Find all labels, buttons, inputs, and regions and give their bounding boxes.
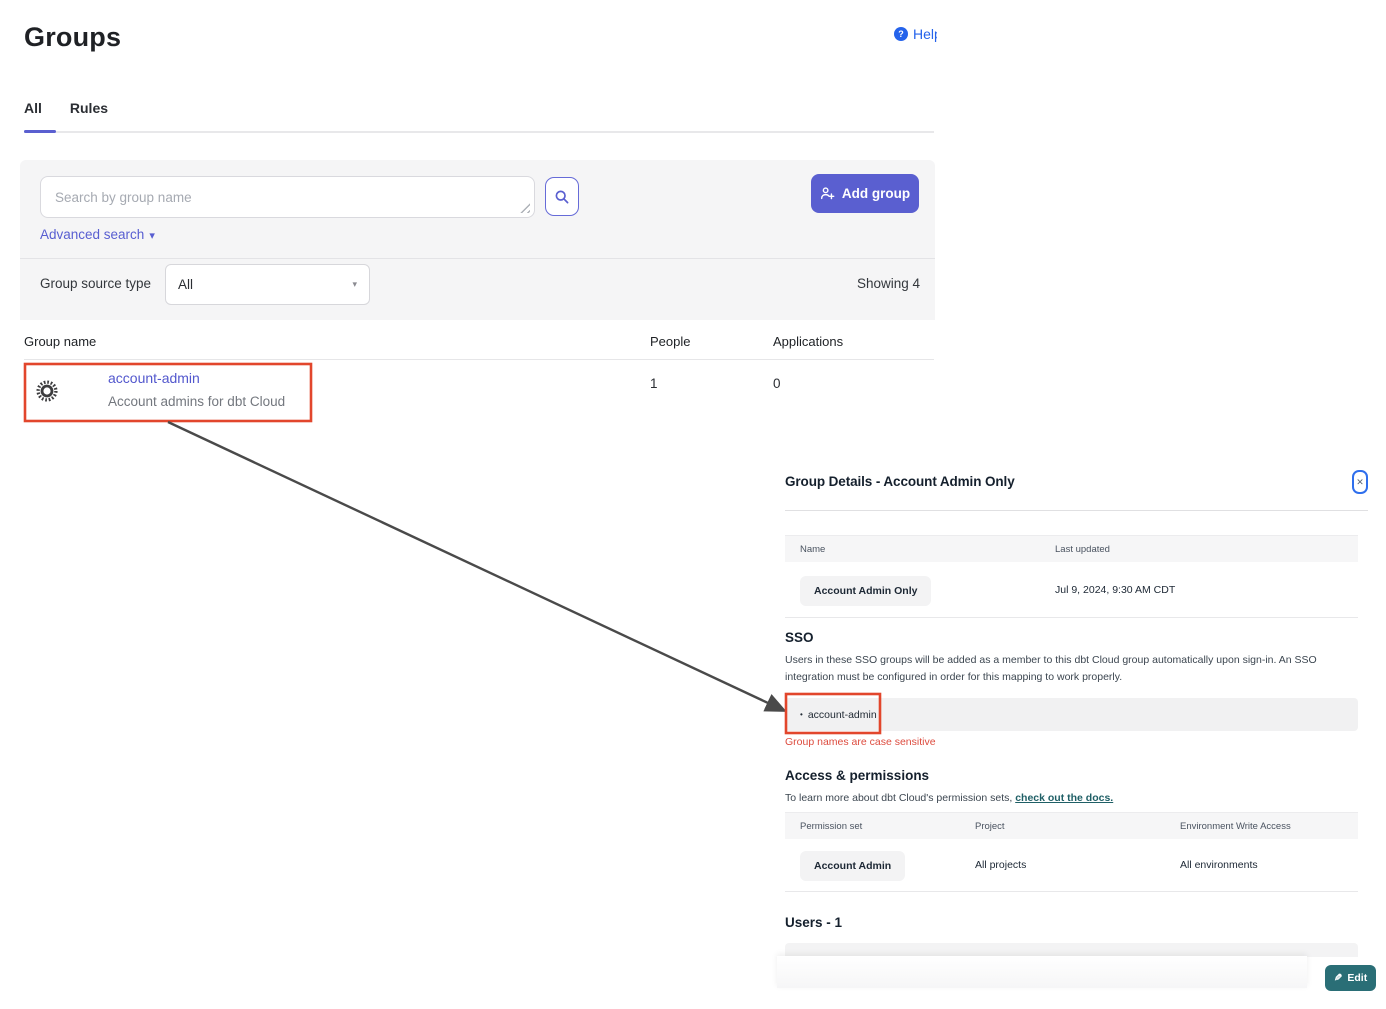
last-updated-column-header: Last updated: [1055, 543, 1110, 555]
tab-track: [24, 131, 934, 133]
permissions-table: Permission set Project Environment Write…: [785, 812, 1358, 892]
details-footer-bar: [777, 956, 1307, 988]
table-header-divider: [24, 359, 934, 360]
group-name-chip: Account Admin Only: [800, 575, 932, 606]
access-description: To learn more about dbt Cloud's permissi…: [785, 790, 1358, 807]
tab-all[interactable]: All: [24, 100, 42, 116]
search-button[interactable]: [545, 177, 579, 216]
project-value: All projects: [975, 859, 1027, 871]
tab-rules[interactable]: Rules: [69, 100, 109, 116]
group-source-type-value: All: [178, 277, 194, 292]
group-source-type-label: Group source type: [40, 276, 152, 291]
access-permissions-heading: Access & permissions: [785, 768, 930, 783]
name-table-header: Name Last updated: [785, 535, 1358, 562]
groups-table-header: Group name People Applications: [24, 334, 934, 360]
bullet-icon: •: [800, 710, 803, 719]
close-icon: ✕: [1356, 476, 1364, 487]
pencil-icon: ✎: [1334, 972, 1343, 984]
group-details-title: Group Details - Account Admin Only: [785, 474, 1015, 489]
sso-description: Users in these SSO groups will be added …: [785, 654, 1317, 684]
filter-panel: Advanced search Add group Group source t…: [20, 160, 935, 320]
group-people-count: 1: [650, 376, 658, 391]
project-column-header: Project: [975, 820, 1005, 832]
column-group-name: Group name: [24, 334, 97, 349]
details-divider: [785, 510, 1368, 511]
environment-column-header: Environment Write Access: [1180, 820, 1291, 832]
group-source-type-select[interactable]: All ▾: [165, 264, 370, 305]
permission-set-chip: Account Admin: [800, 851, 906, 881]
docs-link[interactable]: check out the docs.: [1015, 792, 1114, 804]
search-field-wrap: [40, 176, 535, 218]
edit-button[interactable]: ✎ Edit: [1325, 965, 1377, 991]
permissions-table-row: Account Admin All projects All environme…: [785, 839, 1358, 892]
group-name-link[interactable]: account-admin: [108, 370, 200, 386]
help-label: Help: [913, 26, 937, 42]
tab-bar: All Rules: [24, 100, 108, 128]
users-table-strip: [785, 943, 1358, 957]
sso-heading: SSO: [785, 630, 814, 645]
close-button[interactable]: ✕: [1352, 470, 1368, 494]
chevron-down-icon: ▾: [352, 279, 357, 289]
name-table: Name Last updated Account Admin Only Jul…: [785, 535, 1358, 618]
tab-active-indicator: [24, 130, 56, 133]
help-icon: ?: [894, 27, 908, 41]
add-group-button[interactable]: Add group: [811, 174, 919, 213]
resize-grip-icon[interactable]: [520, 203, 530, 213]
permissions-table-header: Permission set Project Environment Write…: [785, 812, 1358, 839]
permission-set-column-header: Permission set: [800, 820, 863, 832]
group-description: Account admins for dbt Cloud: [108, 394, 286, 409]
environment-value: All environments: [1180, 859, 1258, 871]
group-applications-count: 0: [773, 376, 781, 391]
group-gear-icon: [34, 378, 60, 409]
page-title: Groups: [24, 22, 122, 52]
annotation-arrow: [167, 420, 787, 712]
column-applications: Applications: [773, 334, 844, 349]
search-input[interactable]: [41, 189, 534, 205]
sso-group-tag: • account-admin: [800, 709, 877, 721]
help-link[interactable]: ? Help: [894, 26, 937, 42]
name-column-header: Name: [800, 543, 826, 555]
table-row[interactable]: account-admin Account admins for dbt Clo…: [24, 362, 934, 422]
case-sensitive-warning: Group names are case sensitive: [785, 736, 936, 748]
access-description-prefix: To learn more about dbt Cloud's permissi…: [785, 792, 1016, 804]
sso-groups-field[interactable]: • account-admin: [785, 698, 1358, 731]
advanced-search-toggle[interactable]: Advanced search: [40, 227, 155, 242]
sso-group-tag-label: account-admin: [807, 708, 877, 721]
users-heading: Users - 1: [785, 915, 843, 930]
add-group-label: Add group: [841, 186, 911, 201]
name-table-row: Account Admin Only Jul 9, 2024, 9:30 AM …: [785, 562, 1358, 618]
filter-divider: [20, 258, 935, 259]
last-updated-value: Jul 9, 2024, 9:30 AM CDT: [1055, 583, 1176, 596]
add-user-icon: [820, 187, 835, 200]
showing-count: Showing 4: [856, 276, 920, 291]
search-icon: [555, 190, 569, 203]
column-people: People: [650, 334, 691, 349]
edit-label: Edit: [1347, 972, 1368, 984]
